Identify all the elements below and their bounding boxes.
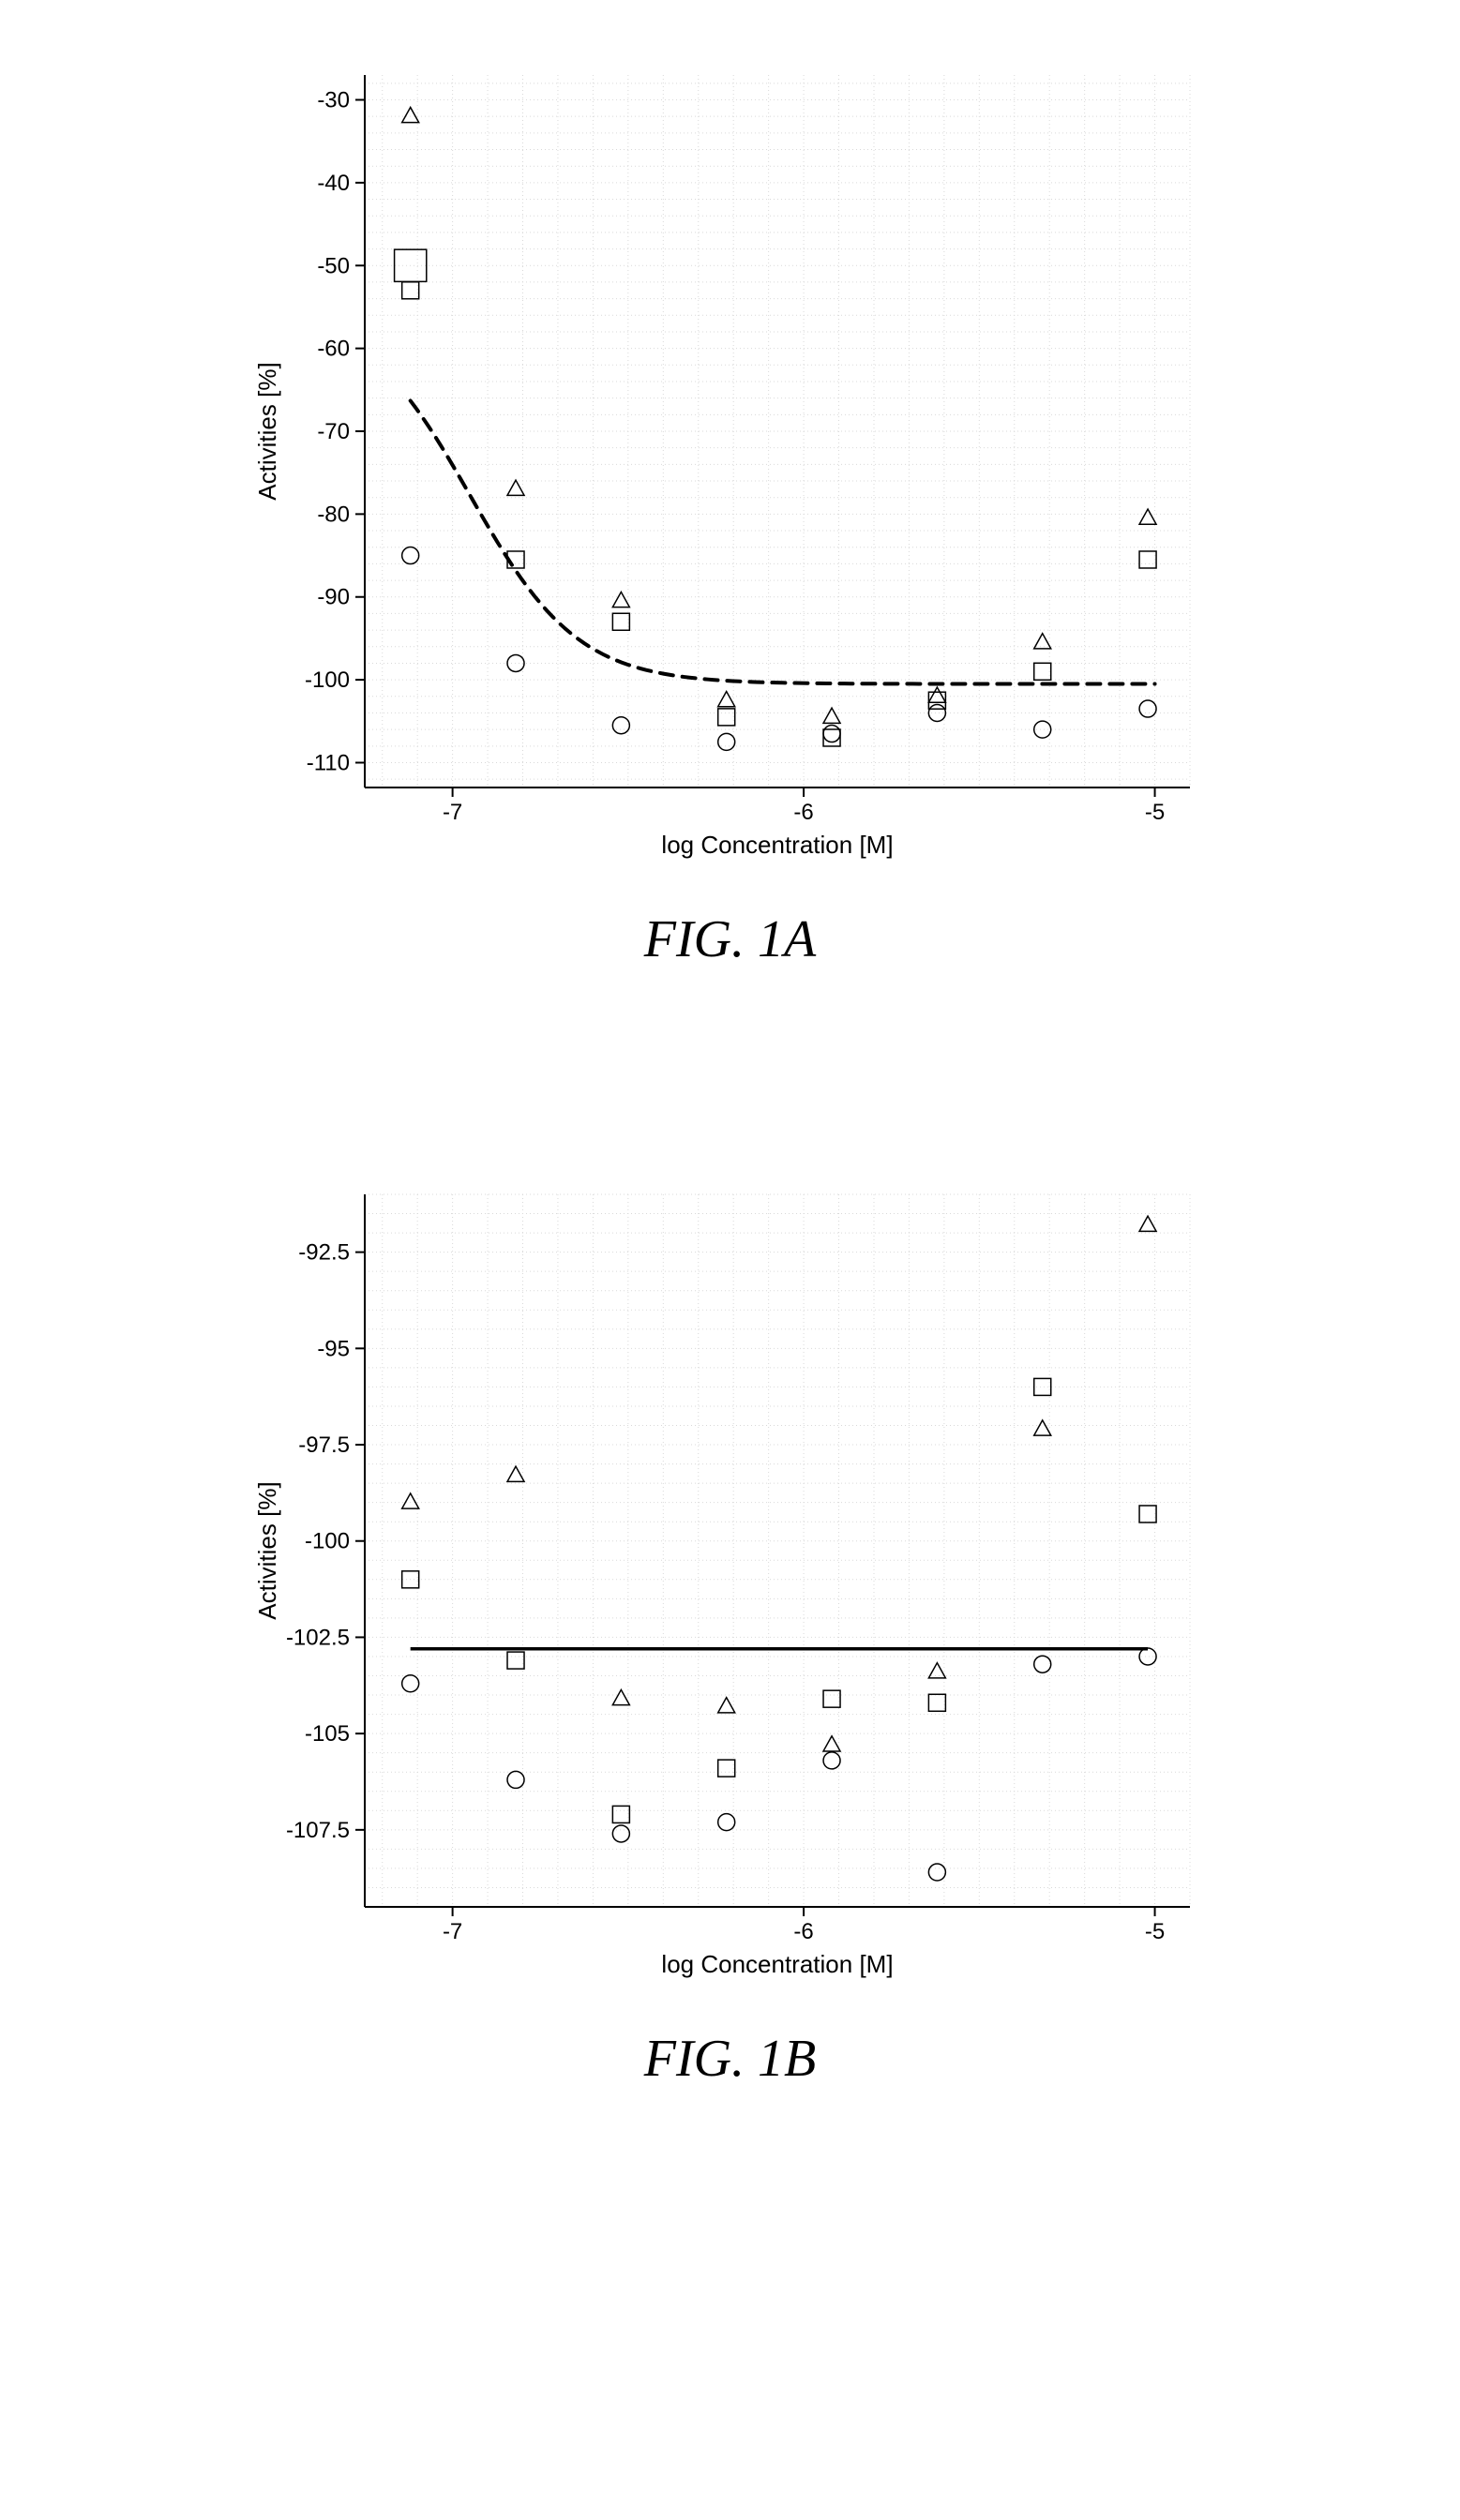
- svg-text:-90: -90: [317, 585, 350, 610]
- page: -7 -6 -5 -30 -40 -50 -60 -70 -80 -90 -100 -110 log C…: [0, 0, 1460, 2201]
- svg-text:-110: -110: [306, 750, 349, 775]
- svg-text:-60: -60: [317, 337, 350, 362]
- svg-text:-30: -30: [317, 88, 350, 113]
- svg-text:-5: -5: [1144, 800, 1164, 825]
- chart-fig-1a: -7 -6 -5 -30 -40 -50 -60 -70 -80 -90 -100 -110 log C…: [243, 56, 1218, 881]
- figure-1b-block: -7 -6 -5 -92.5 -95 -97.5 -100 -102.5 -105 -107.5 l…: [0, 1176, 1460, 2089]
- svg-text:-92.5: -92.5: [298, 1240, 350, 1266]
- caption-fig-1b: FIG. 1B: [644, 2029, 817, 2089]
- svg-text:-97.5: -97.5: [298, 1432, 350, 1458]
- svg-text:-102.5: -102.5: [285, 1625, 349, 1650]
- chart-fig-1b: -7 -6 -5 -92.5 -95 -97.5 -100 -102.5 -105 -107.5 l…: [243, 1176, 1218, 2001]
- svg-text:-6: -6: [793, 1919, 813, 1944]
- svg-text:Activities [%]: Activities [%]: [253, 1481, 281, 1619]
- svg-text:-6: -6: [793, 800, 813, 825]
- svg-text:log Concentration [M]: log Concentration [M]: [661, 831, 893, 859]
- svg-text:-70: -70: [317, 419, 350, 444]
- svg-text:-107.5: -107.5: [285, 1818, 349, 1843]
- svg-text:-100: -100: [304, 1529, 349, 1554]
- figure-1a-block: -7 -6 -5 -30 -40 -50 -60 -70 -80 -90 -100 -110 log C…: [0, 56, 1460, 969]
- svg-text:log Concentration [M]: log Concentration [M]: [661, 1950, 893, 1978]
- svg-text:-50: -50: [317, 253, 350, 278]
- svg-text:-100: -100: [304, 668, 349, 693]
- svg-text:-95: -95: [317, 1336, 350, 1361]
- svg-text:Activities [%]: Activities [%]: [253, 362, 281, 500]
- svg-text:-7: -7: [442, 1919, 461, 1944]
- svg-text:-80: -80: [317, 502, 350, 527]
- svg-text:-5: -5: [1144, 1919, 1164, 1944]
- svg-text:-40: -40: [317, 171, 350, 196]
- caption-fig-1a: FIG. 1A: [644, 909, 817, 969]
- svg-text:-105: -105: [304, 1721, 349, 1747]
- svg-text:-7: -7: [442, 800, 461, 825]
